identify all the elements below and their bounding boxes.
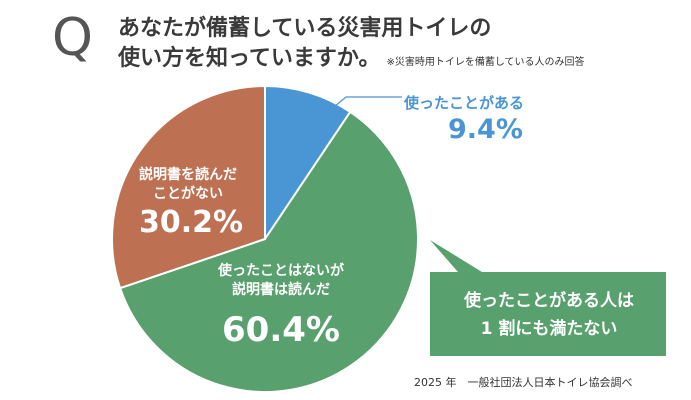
pie-slice-read-manual (118, 110, 419, 393)
slice-label-not-read-line-2: ことがない (153, 186, 223, 202)
callout-line-1: 使ったことがある人は (464, 291, 634, 311)
pie-slice-not-read (111, 84, 266, 290)
chart-title-note: ※災害時用トイレを備蓄している人のみ回答 (386, 57, 585, 68)
chart-title-line-2: 使い方を知っていますか。 ※災害時用トイレを備蓄している人のみ回答 (118, 40, 585, 72)
q-letter: Q (52, 8, 93, 68)
slice-label-read-manual-line-2: 説明書は読んだ (232, 282, 330, 298)
slice-value-not-read: 30.2% (138, 205, 244, 240)
slice-label-not-read-line-1: 説明書を読んだ (139, 167, 237, 183)
pie-slice-used (264, 84, 352, 243)
chart-title-line-1: あなたが備蓄している災害用トイレの (118, 16, 492, 41)
callout-line-2: 1 割にも満たない (480, 319, 618, 339)
slice-value-used: 9.4% (448, 114, 523, 145)
callout-box (430, 240, 666, 356)
slice-value-read-manual: 60.4% (222, 310, 340, 350)
source-note: 2025 年 一般社団法人日本トイレ協会調べ (414, 376, 633, 389)
callout-text: 使ったことがある人は 1 割にも満たない (438, 280, 660, 350)
leader-line-used (321, 96, 347, 118)
slice-label-read-manual-line-1: 使ったことはないが (218, 263, 344, 279)
chart-title-line-2-text: 使い方を知っていますか。 (118, 46, 381, 71)
slice-label-used: 使ったことがある (404, 94, 525, 112)
slice-label-not-read: 説明書を読んだ ことがない (128, 166, 248, 204)
slice-label-read-manual: 使ったことはないが 説明書は読んだ (196, 262, 366, 300)
